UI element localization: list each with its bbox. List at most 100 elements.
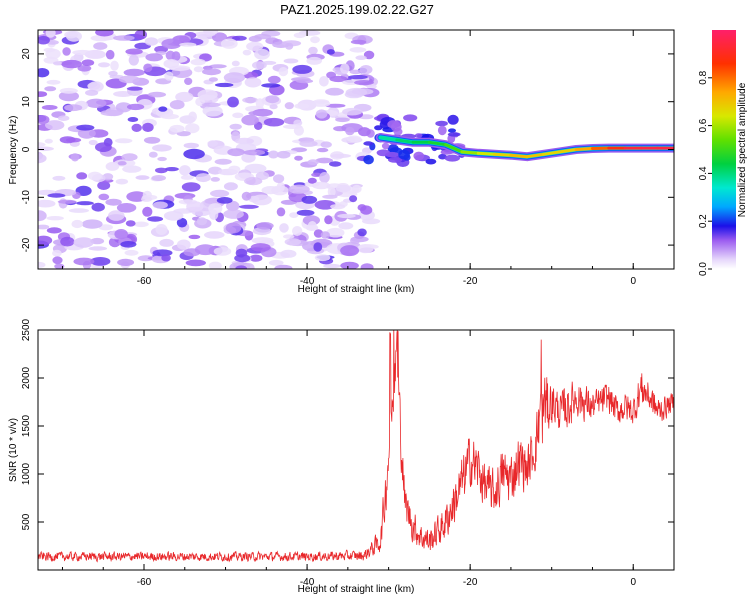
- heatmap-noise-blob: [34, 262, 46, 268]
- heatmap-noise-blob: [66, 138, 81, 143]
- colorbar-axes: 0.00.20.40.60.8: [698, 70, 712, 276]
- heatmap-noise-blob: [129, 55, 139, 66]
- heatmap-noise-blob: [136, 175, 150, 180]
- heatmap-noise-blob: [159, 239, 174, 247]
- heatmap-noise-blob: [252, 195, 272, 206]
- snr-y-tick-label: 1000: [21, 462, 32, 485]
- heatmap-noise-blob: [352, 88, 374, 94]
- heatmap-noise-blob: [44, 86, 56, 91]
- heatmap-noise-blob: [426, 159, 437, 165]
- heatmap-noise-blob: [179, 43, 196, 47]
- heatmap-noise-blob: [52, 250, 62, 257]
- heatmap-noise-blob: [232, 113, 243, 119]
- heatmap-noise-blob: [209, 77, 218, 82]
- heatmap-x-tick-label: 0: [630, 276, 636, 287]
- heatmap-noise-blob: [413, 152, 424, 161]
- heatmap-noise-blob: [74, 237, 94, 248]
- heatmap-noise-blob: [144, 137, 160, 144]
- heatmap-noise-blob: [415, 133, 423, 138]
- heatmap-noise-blob: [435, 121, 448, 127]
- heatmap-noise-blob: [147, 216, 163, 221]
- heatmap-noise-blob: [119, 76, 140, 84]
- heatmap-noise-blob: [302, 196, 318, 204]
- heatmap-noise-blob: [285, 238, 301, 245]
- heatmap-noise-blob: [279, 67, 289, 76]
- heatmap-noise-blob: [214, 247, 232, 256]
- heatmap-noise-blob: [58, 200, 77, 204]
- heatmap-noise-blob: [118, 161, 127, 165]
- heatmap-noise-blob: [181, 175, 194, 180]
- heatmap-noise-blob: [285, 43, 293, 50]
- heatmap-noise-blob: [265, 95, 279, 103]
- heatmap-noise-blob: [242, 97, 258, 103]
- heatmap-noise-blob: [256, 222, 273, 230]
- heatmap-noise-blob: [170, 100, 185, 109]
- heatmap-noise-blob: [252, 61, 267, 69]
- heatmap-noise-blob: [183, 149, 205, 159]
- heatmap-x-tick-label: -20: [463, 276, 478, 287]
- heatmap-noise-blob: [157, 157, 167, 161]
- heatmap-y-axis-label: Frequency (Hz): [8, 116, 19, 185]
- heatmap-noise-blob: [224, 72, 245, 83]
- heatmap-noise-blob: [403, 114, 417, 121]
- heatmap-noise-blob: [315, 254, 331, 261]
- heatmap-noise-blob: [330, 204, 345, 209]
- heatmap-noise-blob: [338, 222, 353, 229]
- snr-x-axis-label: Height of straight line (km): [298, 584, 415, 595]
- snr-x-tick-label: 0: [630, 577, 636, 588]
- heatmap-noise-blob: [61, 60, 82, 68]
- heatmap-noise-blob: [227, 148, 244, 156]
- heatmap-noise-blob: [89, 140, 98, 145]
- heatmap-noise-blob: [268, 76, 281, 84]
- heatmap-noise-blob: [350, 70, 363, 75]
- heatmap-noise-blob: [37, 36, 50, 45]
- heatmap-noise-blob: [264, 118, 284, 127]
- heatmap-noise-blob: [127, 104, 144, 110]
- heatmap-noise-blob: [35, 91, 48, 97]
- heatmap-noise-blob: [232, 61, 240, 67]
- heatmap-noise-blob: [243, 50, 252, 56]
- snr-y-tick-label: 500: [21, 513, 32, 530]
- heatmap-noise-blob: [335, 118, 350, 123]
- heatmap-noise-blob: [203, 106, 223, 117]
- heatmap-noise-blob: [285, 102, 294, 109]
- heatmap-noise-blob: [155, 168, 168, 174]
- heatmap-noise-blob: [73, 258, 94, 266]
- heatmap-noise-blob: [358, 127, 371, 136]
- heatmap-noise-blob: [207, 140, 218, 146]
- heatmap-noise-blob: [312, 182, 330, 190]
- heatmap-noise-blob: [319, 76, 329, 87]
- heatmap-noise-blob: [448, 128, 456, 132]
- colorbar-tick-label: 0.8: [698, 70, 709, 84]
- heatmap-noise-blob: [98, 62, 110, 67]
- heatmap-noise-blob: [299, 141, 317, 147]
- heatmap-noise-blob: [297, 210, 315, 216]
- heatmap-noise-blob: [156, 224, 168, 235]
- heatmap-noise-blob: [349, 195, 357, 202]
- heatmap-noise-blob: [235, 265, 247, 271]
- heatmap-noise-blob: [186, 201, 203, 211]
- heatmap-noise-blob: [34, 147, 54, 152]
- heatmap-noise-blob: [179, 165, 191, 176]
- heatmap-noise-blob: [329, 161, 341, 166]
- heatmap-noise-blob: [223, 209, 244, 219]
- heatmap-noise-blob: [385, 152, 399, 157]
- heatmap-noise-blob: [317, 148, 328, 152]
- heatmap-noise-blob: [164, 72, 173, 81]
- heatmap-noise-blob: [274, 265, 292, 272]
- heatmap-noise-blob: [95, 142, 112, 152]
- heatmap-noise-blob: [245, 77, 262, 87]
- heatmap-noise-blob: [284, 59, 299, 64]
- heatmap-noise-blob: [277, 182, 285, 192]
- heatmap-noise-blob: [228, 166, 240, 173]
- heatmap-noise-blob: [82, 219, 103, 228]
- heatmap-noise-blob: [215, 83, 234, 87]
- snr-plot-frame: [38, 330, 674, 570]
- heatmap-noise-blob: [72, 50, 93, 55]
- heatmap-noise-blob: [340, 245, 359, 256]
- heatmap-noise-blob: [217, 197, 233, 204]
- snr-y-tick-label: 2000: [21, 366, 32, 389]
- heatmap-noise-blob: [124, 69, 145, 77]
- heatmap-noise-blob: [115, 138, 132, 143]
